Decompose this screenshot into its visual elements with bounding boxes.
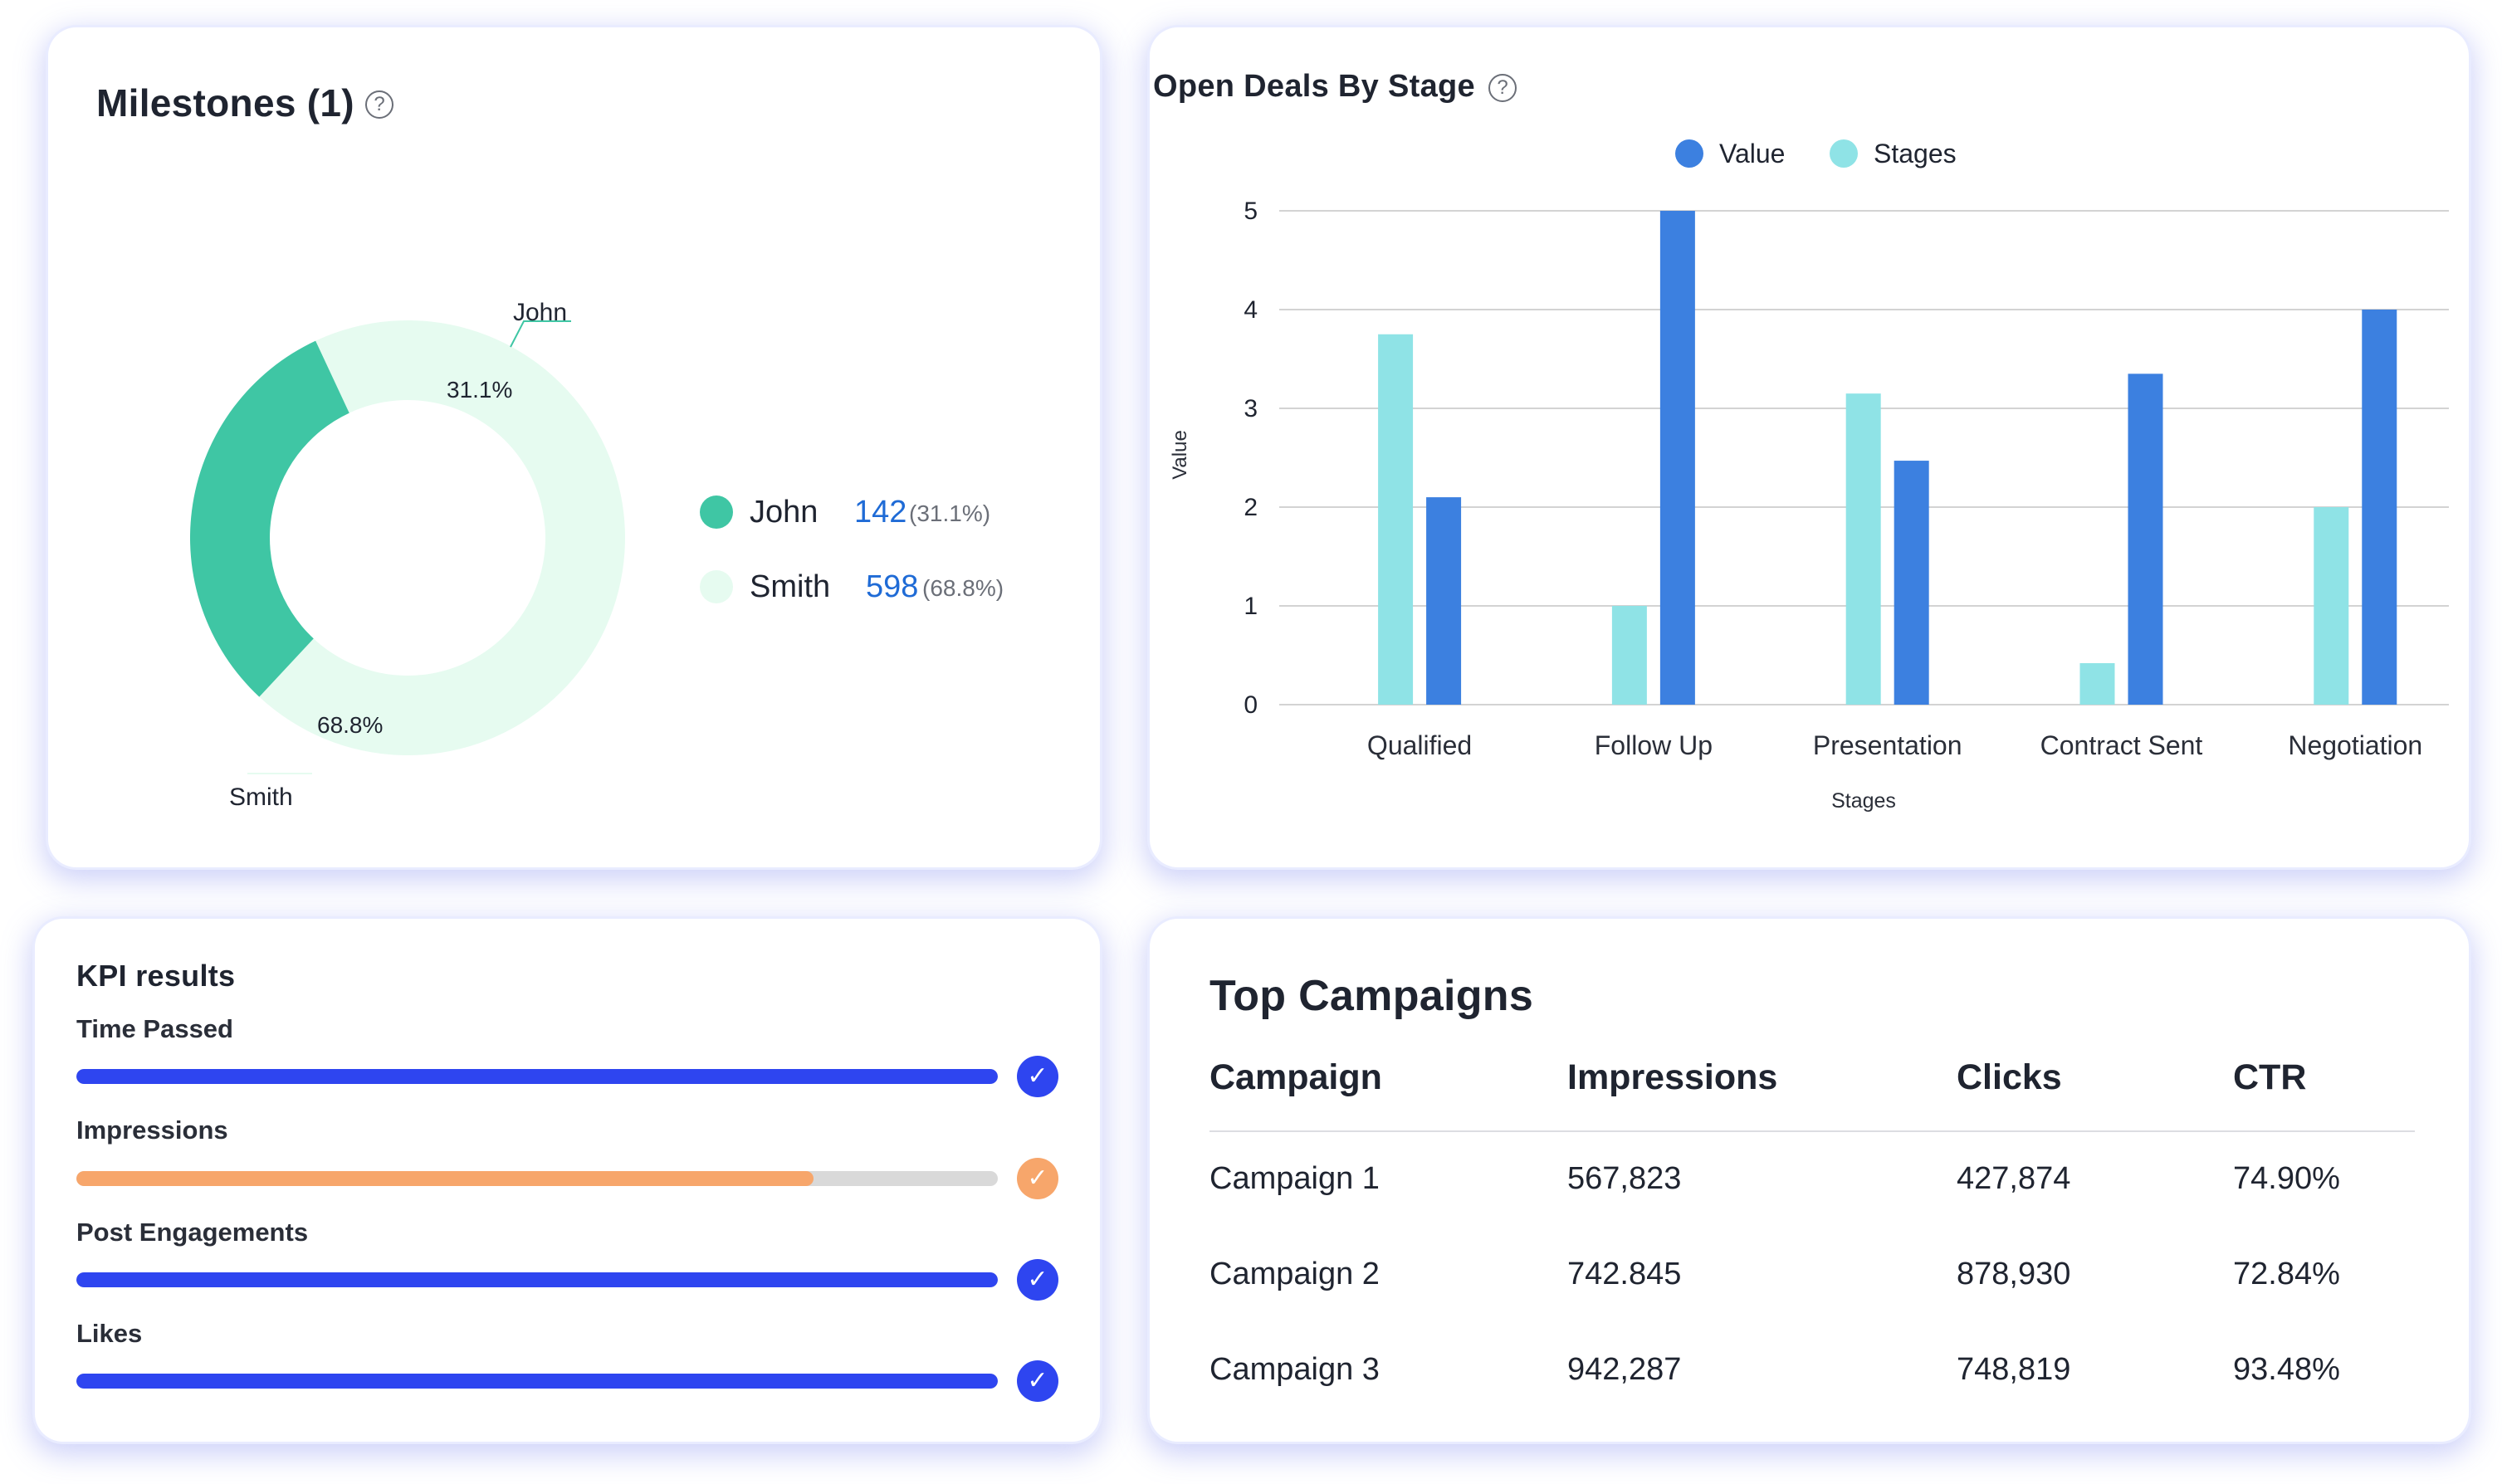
y-tick-label: 4 xyxy=(1244,296,1258,324)
kpi-title: KPI results xyxy=(76,959,236,993)
bar-value-qualified xyxy=(1426,497,1462,705)
milestones-donut-chart: John Smith 31.1% 68.8% xyxy=(190,299,625,811)
legend-percent: (68.8%) xyxy=(922,575,1004,601)
open-deals-title: Open Deals By Stage xyxy=(1153,69,1475,104)
cell-clicks: 748,819 xyxy=(1957,1352,2071,1387)
bar-stages-follow-up xyxy=(1611,606,1647,705)
kpi-progress-impressions xyxy=(76,1171,998,1186)
check-circle-icon: ✓ xyxy=(1017,1259,1058,1301)
cell-campaign: Campaign 2 xyxy=(1209,1257,1380,1291)
cell-impressions: 942,287 xyxy=(1567,1352,1682,1387)
x-tick-label: Contract Sent xyxy=(2040,730,2203,760)
top-campaigns-card: Top Campaigns Campaign Impressions Click… xyxy=(1150,919,2469,1442)
donut-slice-smith[interactable] xyxy=(259,320,625,755)
column-header-ctr[interactable]: CTR xyxy=(2233,1057,2307,1097)
kpi-results-card: KPI results Time Passed ✓ Impressions ✓ … xyxy=(35,919,1100,1442)
cell-clicks: 427,874 xyxy=(1957,1161,2071,1196)
open-deals-card: Open Deals By Stage ? 0 1 2 3 4 5 Qualified Fol… xyxy=(1150,27,2469,867)
check-circle-icon: ✓ xyxy=(1017,1360,1058,1402)
milestones-card: Milestones (1) ? John Smith 31.1% 68.8% … xyxy=(48,27,1100,867)
john-leader-line xyxy=(510,320,571,348)
check-circle-icon: ✓ xyxy=(1017,1158,1058,1199)
question-circle-icon[interactable]: ? xyxy=(365,90,393,119)
legend-dot-smith xyxy=(700,570,733,603)
bar-value-presentation xyxy=(1894,461,1929,705)
legend-marker-value xyxy=(1675,139,1703,168)
cell-impressions: 742.845 xyxy=(1567,1257,1682,1291)
cell-ctr: 74.90% xyxy=(2233,1161,2340,1196)
y-axis-title: Value xyxy=(1169,430,1191,480)
legend-marker-stages xyxy=(1830,139,1858,168)
x-axis-title: Stages xyxy=(1831,789,1896,813)
x-tick-label: Qualified xyxy=(1367,730,1472,760)
donut-slice-john[interactable] xyxy=(190,340,349,697)
cell-campaign: Campaign 3 xyxy=(1209,1352,1380,1387)
campaigns-title: Top Campaigns xyxy=(1209,972,1534,1020)
y-tick-label: 3 xyxy=(1244,395,1258,422)
kpi-label-likes: Likes xyxy=(76,1319,143,1348)
kpi-progress-time-passed xyxy=(76,1069,998,1084)
legend-label-value: Value xyxy=(1719,139,1785,168)
cell-ctr: 72.84% xyxy=(2233,1257,2340,1291)
bar-stages-qualified xyxy=(1378,334,1414,705)
column-header-impressions[interactable]: Impressions xyxy=(1567,1057,1778,1097)
legend-percent: (31.1%) xyxy=(909,500,991,526)
x-tick-label: Presentation xyxy=(1813,730,1962,760)
check-circle-icon: ✓ xyxy=(1017,1056,1058,1097)
smith-pct-label: 68.8% xyxy=(317,712,383,738)
cell-ctr: 93.48% xyxy=(2233,1352,2340,1387)
cell-clicks: 878,930 xyxy=(1957,1257,2071,1291)
table-header-divider xyxy=(1209,1130,2415,1132)
legend-dot-john xyxy=(700,495,733,529)
smith-slice-label: Smith xyxy=(229,783,293,811)
legend-label-stages: Stages xyxy=(1874,139,1957,168)
bar-value-follow-up xyxy=(1659,211,1695,705)
legend-name: Smith xyxy=(750,569,831,604)
y-tick-label: 2 xyxy=(1244,494,1258,521)
kpi-progress-post-engagements xyxy=(76,1272,998,1287)
john-pct-label: 31.1% xyxy=(447,377,512,403)
column-header-clicks[interactable]: Clicks xyxy=(1957,1057,2062,1097)
legend-value: 598 xyxy=(866,569,919,604)
legend-name: John xyxy=(750,495,819,530)
y-tick-label: 0 xyxy=(1244,691,1258,719)
kpi-label-impressions: Impressions xyxy=(76,1115,228,1145)
kpi-label-post-engagements: Post Engagements xyxy=(76,1218,309,1247)
milestones-title: Milestones (1) xyxy=(96,81,354,124)
bar-stages-presentation xyxy=(1845,393,1881,705)
bar-stages-negotiation xyxy=(2314,507,2349,705)
open-deals-bar-chart: 0 1 2 3 4 5 Qualified Follow Up Presentation Cont… xyxy=(1169,139,2449,813)
bar-value-contract-sent xyxy=(2128,373,2163,705)
y-tick-label: 1 xyxy=(1244,593,1258,620)
legend-value: 142 xyxy=(854,495,907,530)
kpi-progress-likes xyxy=(76,1374,998,1389)
john-slice-label: John xyxy=(513,299,567,326)
legend-item-smith[interactable]: Smith 598 (68.8%) xyxy=(700,567,1065,608)
x-tick-label: Follow Up xyxy=(1595,730,1713,760)
question-circle-icon[interactable]: ? xyxy=(1488,74,1517,102)
column-header-campaign[interactable]: Campaign xyxy=(1209,1057,1382,1097)
kpi-label-time-passed: Time Passed xyxy=(76,1014,233,1043)
cell-campaign: Campaign 1 xyxy=(1209,1161,1380,1196)
legend-item-john[interactable]: John 142 (31.1%) xyxy=(700,492,1048,534)
cell-impressions: 567,823 xyxy=(1567,1161,1682,1196)
bar-value-negotiation xyxy=(2362,310,2397,705)
x-tick-label: Negotiation xyxy=(2288,730,2422,760)
y-tick-label: 5 xyxy=(1244,198,1258,225)
bar-stages-contract-sent xyxy=(2079,663,2115,705)
